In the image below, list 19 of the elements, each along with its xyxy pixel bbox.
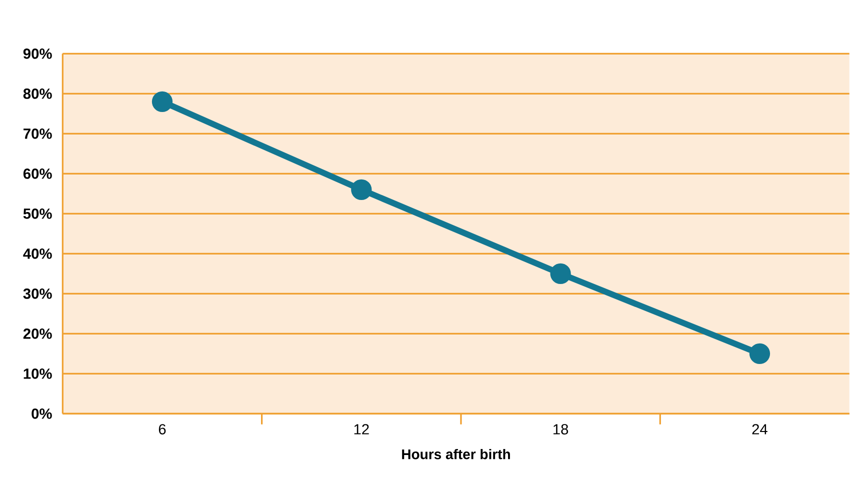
x-tick-label: 24 xyxy=(752,424,768,434)
y-tick-label: 40% xyxy=(23,248,52,259)
y-tick-label: 20% xyxy=(23,328,52,339)
x-tick-label: 6 xyxy=(158,424,166,434)
point xyxy=(152,91,173,112)
y-tick-label: 60% xyxy=(23,168,52,179)
y-tick-label: 0% xyxy=(32,408,52,419)
x-tick-label: 12 xyxy=(354,424,369,434)
y-tick-label: 70% xyxy=(24,128,52,139)
point xyxy=(550,263,571,284)
y-tick-label: 10% xyxy=(24,368,52,379)
y-tick-label: 80% xyxy=(23,88,52,99)
x-tick-label: 18 xyxy=(554,424,568,434)
point xyxy=(351,179,372,200)
point xyxy=(749,343,770,364)
x-axis-title: Hours after birth xyxy=(402,448,510,460)
y-tick-label: 30% xyxy=(23,288,52,299)
y-tick-label: 50% xyxy=(23,208,52,219)
y-tick-label: 90% xyxy=(23,48,52,59)
